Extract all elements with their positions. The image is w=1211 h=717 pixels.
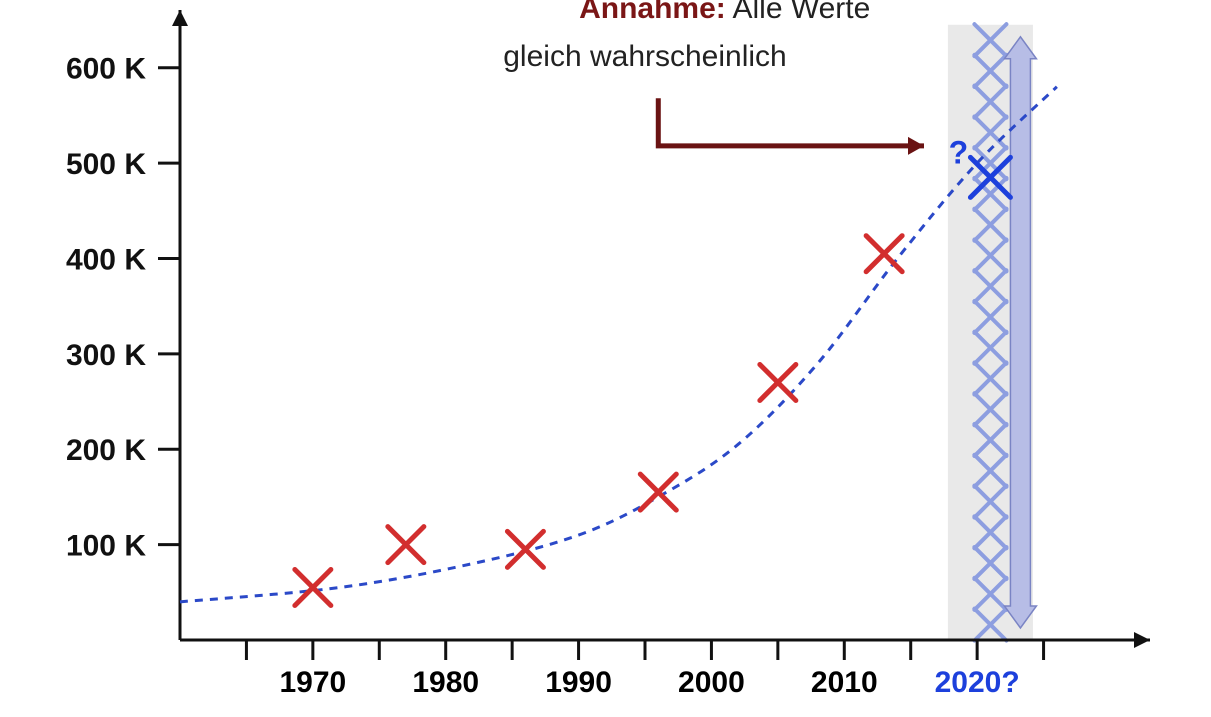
x-tick-label: 1990: [545, 666, 612, 699]
y-tick-label: 100 K: [66, 530, 146, 563]
x-tick-label: 2010: [811, 666, 878, 699]
annotation-arrowhead: [908, 137, 924, 155]
y-tick-label: 200 K: [66, 434, 146, 467]
y-tick-label: 600 K: [66, 53, 146, 86]
x-axis-arrowhead: [1134, 632, 1150, 648]
annotation-arrow: [658, 98, 924, 146]
annotation-line2: gleich wahrscheinlich: [503, 40, 786, 73]
x-tick-label: 1970: [279, 666, 346, 699]
y-tick-label: 400 K: [66, 243, 146, 276]
y-tick-label: 300 K: [66, 339, 146, 372]
question-mark: ?: [949, 134, 969, 170]
chart-svg: 100 K 200 K 300 K 400 K 500 K 600 K 1970 1980 19…: [0, 0, 1211, 717]
y-tick-label: 500 K: [66, 148, 146, 181]
x-tick-label-highlight: 2020?: [935, 666, 1020, 699]
x-tick-label: 2000: [678, 666, 745, 699]
trend-line: [180, 87, 1057, 602]
x-tick-label: 1980: [412, 666, 479, 699]
annotation-line1: Annahme: Alle Werte: [579, 0, 870, 25]
chart-container: 100 K 200 K 300 K 400 K 500 K 600 K 1970 1980 19…: [0, 0, 1211, 717]
y-axis-arrowhead: [172, 10, 188, 26]
